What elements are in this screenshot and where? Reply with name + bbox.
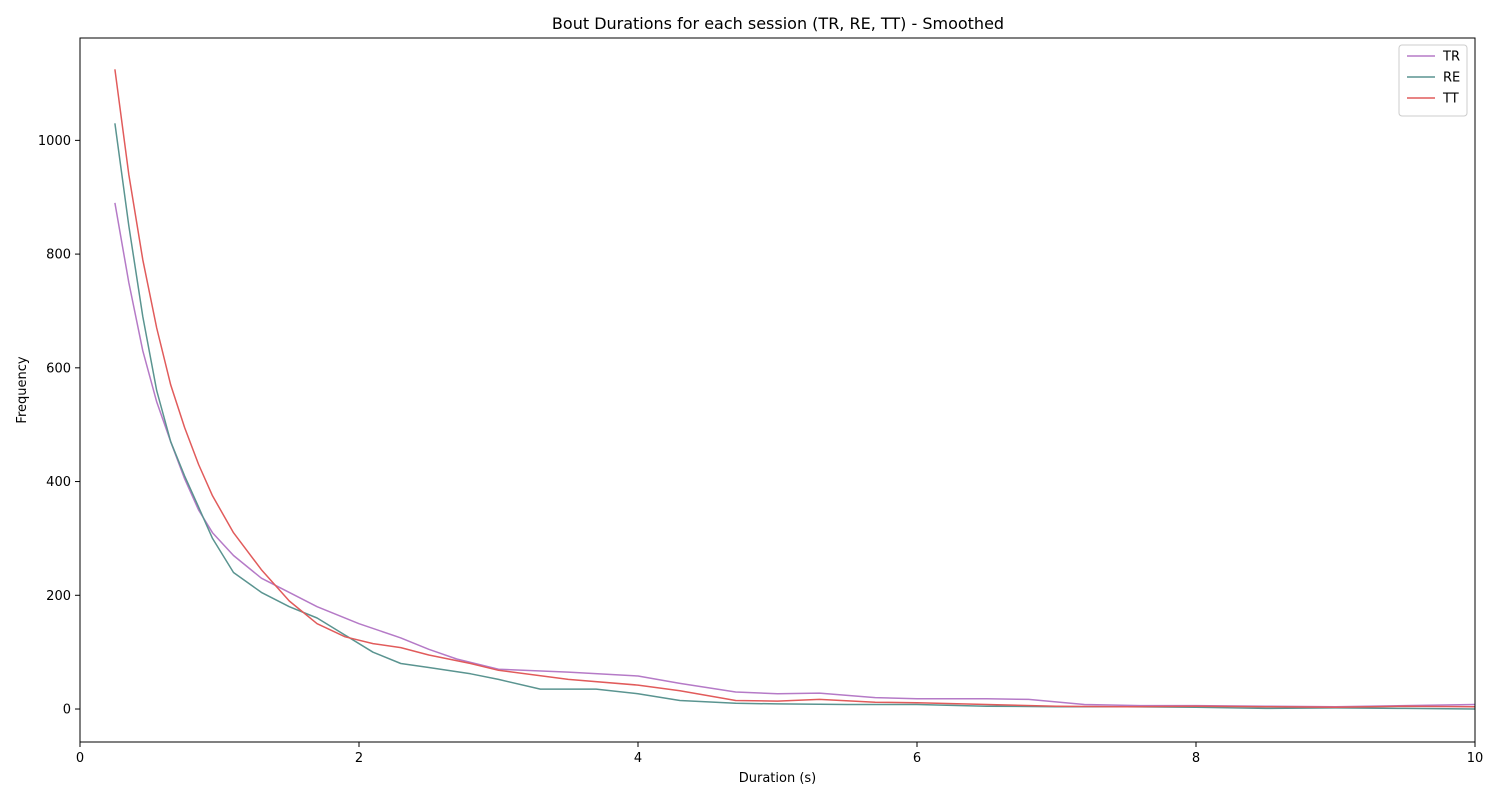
plot-lines xyxy=(114,69,1476,710)
legend-label-re: RE xyxy=(1443,71,1460,86)
x-axis-label: Duration (s) xyxy=(739,771,817,786)
y-tick-label: 400 xyxy=(46,475,71,490)
x-tick-label: 8 xyxy=(1192,751,1200,766)
x-tick-label: 10 xyxy=(1467,751,1484,766)
y-tick-label: 0 xyxy=(63,703,71,718)
chart-title: Bout Durations for each session (TR, RE,… xyxy=(552,14,1004,33)
y-tick-label: 200 xyxy=(46,589,71,604)
y-tick-label: 800 xyxy=(46,248,71,263)
legend-label-tr: TR xyxy=(1442,50,1460,65)
y-tick-label: 1000 xyxy=(38,134,71,149)
y-tick-label: 600 xyxy=(46,361,71,376)
y-axis-ticks: 0 200 400 600 800 1000 xyxy=(38,134,80,718)
legend: TR RE TT xyxy=(1398,44,1468,117)
plot-frame xyxy=(79,37,1476,743)
x-tick-label: 4 xyxy=(634,751,642,766)
x-tick-label: 0 xyxy=(76,751,84,766)
legend-label-tt: TT xyxy=(1442,92,1459,107)
series-line-tt xyxy=(114,69,1476,709)
series-line-tr xyxy=(114,202,1476,708)
x-axis-ticks: 0 2 4 6 8 10 xyxy=(76,742,1483,766)
x-tick-label: 6 xyxy=(913,751,921,766)
y-axis-label: Frequency xyxy=(15,356,30,423)
x-tick-label: 2 xyxy=(355,751,363,766)
